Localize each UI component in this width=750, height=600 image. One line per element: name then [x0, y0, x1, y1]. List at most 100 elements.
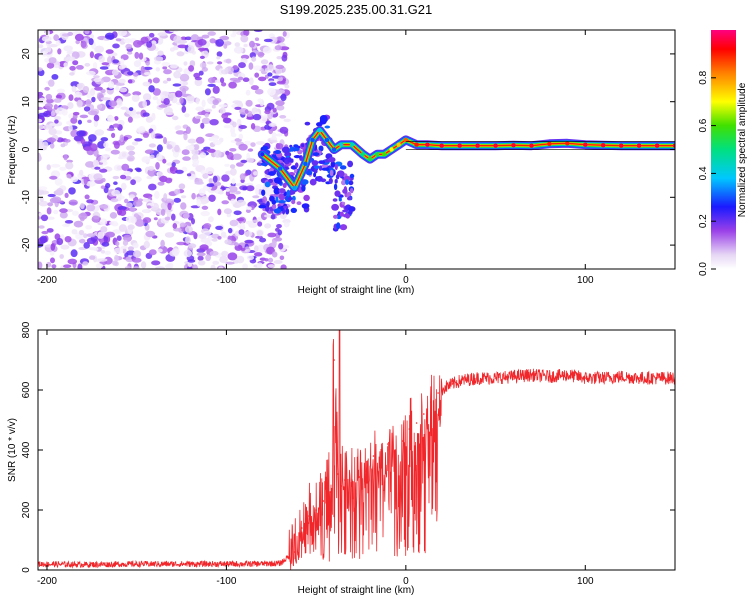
noise-blob [38, 91, 44, 97]
noise-blob [148, 249, 157, 256]
noise-blob [172, 115, 179, 121]
noise-blob [86, 237, 96, 244]
noise-blob [204, 108, 213, 113]
snr-data-point [423, 413, 425, 415]
noise-blob [262, 196, 267, 204]
snr-x-tick-label: -100 [216, 576, 236, 587]
signal-ridge-point [475, 143, 480, 148]
transition-blob [319, 115, 328, 122]
noise-blob [166, 112, 174, 116]
noise-blob [71, 229, 78, 235]
transition-blob [339, 211, 344, 217]
noise-blob [47, 193, 56, 198]
noise-blob [264, 258, 269, 262]
noise-blob [129, 206, 136, 213]
noise-blob [145, 230, 155, 238]
noise-blob [93, 247, 99, 251]
noise-blob [272, 107, 277, 113]
noise-blob [79, 114, 89, 119]
noise-blob [251, 107, 258, 114]
noise-blob [192, 264, 198, 269]
signal-ridge-point [529, 143, 534, 148]
transition-blob [278, 188, 286, 194]
noise-blob [175, 125, 182, 130]
spectrogram-x-tick-label: 100 [577, 275, 594, 286]
noise-blob [142, 217, 152, 224]
noise-blob [236, 217, 245, 222]
noise-blob [133, 40, 143, 48]
noise-blob [56, 238, 64, 246]
noise-blob [244, 109, 249, 114]
noise-blob [275, 100, 285, 106]
noise-blob [206, 61, 214, 65]
noise-blob [238, 143, 248, 151]
noise-blob [122, 247, 127, 254]
noise-blob [218, 191, 224, 195]
signal-ridge-point [317, 128, 322, 133]
noise-blob [38, 225, 45, 229]
noise-blob [280, 264, 287, 269]
noise-blob [165, 208, 170, 215]
noise-blob [187, 243, 197, 249]
noise-blob [194, 76, 202, 81]
snr-data-point [451, 383, 454, 385]
noise-blob [142, 93, 152, 101]
noise-blob [73, 220, 84, 228]
snr-x-tick-label: -200 [37, 576, 57, 587]
noise-blob [154, 190, 160, 199]
transition-blob [342, 209, 349, 213]
noise-blob [267, 232, 277, 238]
noise-blob [281, 54, 288, 62]
transition-blob [266, 201, 270, 207]
noise-blob [253, 171, 258, 176]
noise-blob [100, 137, 109, 142]
noise-blob [134, 51, 140, 59]
noise-blob [254, 252, 263, 257]
noise-blob [100, 185, 106, 189]
noise-blob [252, 219, 259, 223]
noise-blob [93, 114, 100, 122]
noise-blob [94, 45, 105, 53]
noise-blob [57, 48, 62, 55]
noise-blob [256, 262, 263, 269]
noise-blob [209, 38, 216, 44]
snr-data-point [301, 527, 303, 529]
noise-blob [44, 86, 50, 91]
noise-blob [144, 149, 155, 154]
noise-blob [46, 164, 51, 171]
noise-blob [78, 229, 85, 236]
noise-blob [170, 166, 175, 172]
noise-blob [93, 61, 98, 70]
noise-blob [143, 240, 150, 249]
transition-blob [271, 203, 277, 210]
transition-blob [268, 178, 274, 184]
noise-blob [141, 198, 151, 202]
noise-blob [38, 200, 49, 207]
noise-blob [113, 247, 124, 254]
transition-blob [313, 165, 320, 170]
transition-blob [339, 165, 347, 170]
noise-blob [220, 77, 225, 84]
noise-blob [244, 231, 253, 237]
noise-blob [103, 235, 109, 243]
transition-blob [321, 167, 330, 171]
noise-blob [146, 205, 152, 209]
colorbar: 0.0 0.2 0.4 0.6 0.8 Normalized spectral ampl… [698, 30, 748, 276]
noise-blob [195, 97, 200, 105]
noise-blob [107, 81, 115, 89]
noise-blob [204, 113, 209, 118]
transition-blob [273, 208, 282, 214]
transition-blob [291, 199, 296, 205]
noise-blob [118, 156, 124, 160]
noise-blob [94, 129, 105, 136]
noise-blob [234, 42, 241, 47]
noise-blob [254, 88, 264, 95]
noise-blob [83, 233, 88, 239]
noise-blob [259, 257, 267, 261]
transition-blob [309, 178, 317, 186]
noise-blob [103, 141, 109, 148]
noise-blob [221, 113, 229, 119]
noise-blob [161, 61, 171, 67]
spectrogram-x-tick-label: 0 [403, 275, 409, 286]
noise-blob [127, 51, 133, 55]
